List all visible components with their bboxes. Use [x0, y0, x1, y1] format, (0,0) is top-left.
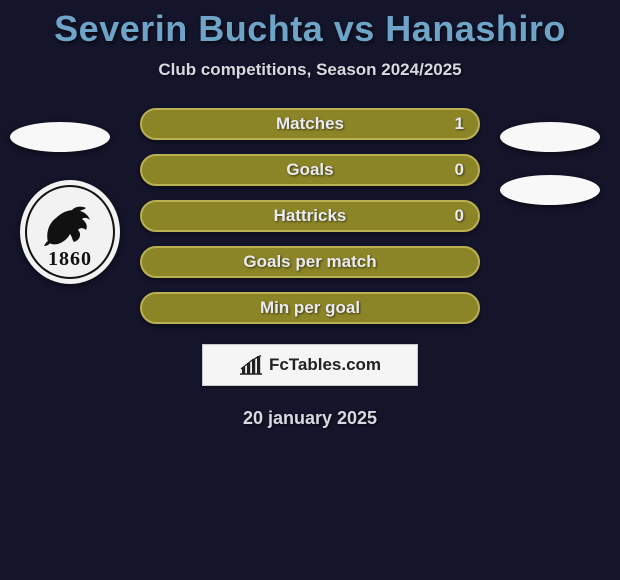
flag-left-icon [10, 122, 110, 152]
subtitle: Club competitions, Season 2024/2025 [0, 60, 620, 80]
stat-label: Goals per match [243, 252, 376, 272]
stat-value: 0 [455, 206, 464, 226]
flag-right-2-icon [500, 175, 600, 205]
club-badge-year: 1860 [48, 248, 92, 271]
brand-badge: FcTables.com [202, 344, 418, 386]
stat-label: Matches [276, 114, 344, 134]
date-text: 20 january 2025 [0, 408, 620, 429]
club-badge: 1860 [20, 180, 120, 284]
bar-chart-icon [239, 355, 263, 375]
stat-label: Goals [286, 160, 333, 180]
stat-bar-matches: Matches 1 [140, 108, 480, 140]
stat-bar-goals-per-match: Goals per match [140, 246, 480, 278]
stat-label: Min per goal [260, 298, 360, 318]
stat-label: Hattricks [274, 206, 347, 226]
page-title: Severin Buchta vs Hanashiro [0, 8, 620, 50]
club-badge-ring: 1860 [25, 185, 115, 279]
stat-value: 1 [455, 114, 464, 134]
stat-bar-goals: Goals 0 [140, 154, 480, 186]
lion-icon [42, 204, 98, 248]
stat-bar-min-per-goal: Min per goal [140, 292, 480, 324]
stat-bar-hattricks: Hattricks 0 [140, 200, 480, 232]
brand-text: FcTables.com [269, 355, 381, 375]
stats-list: Matches 1 Goals 0 Hattricks 0 Goals per … [140, 108, 480, 324]
stat-value: 0 [455, 160, 464, 180]
flag-right-1-icon [500, 122, 600, 152]
